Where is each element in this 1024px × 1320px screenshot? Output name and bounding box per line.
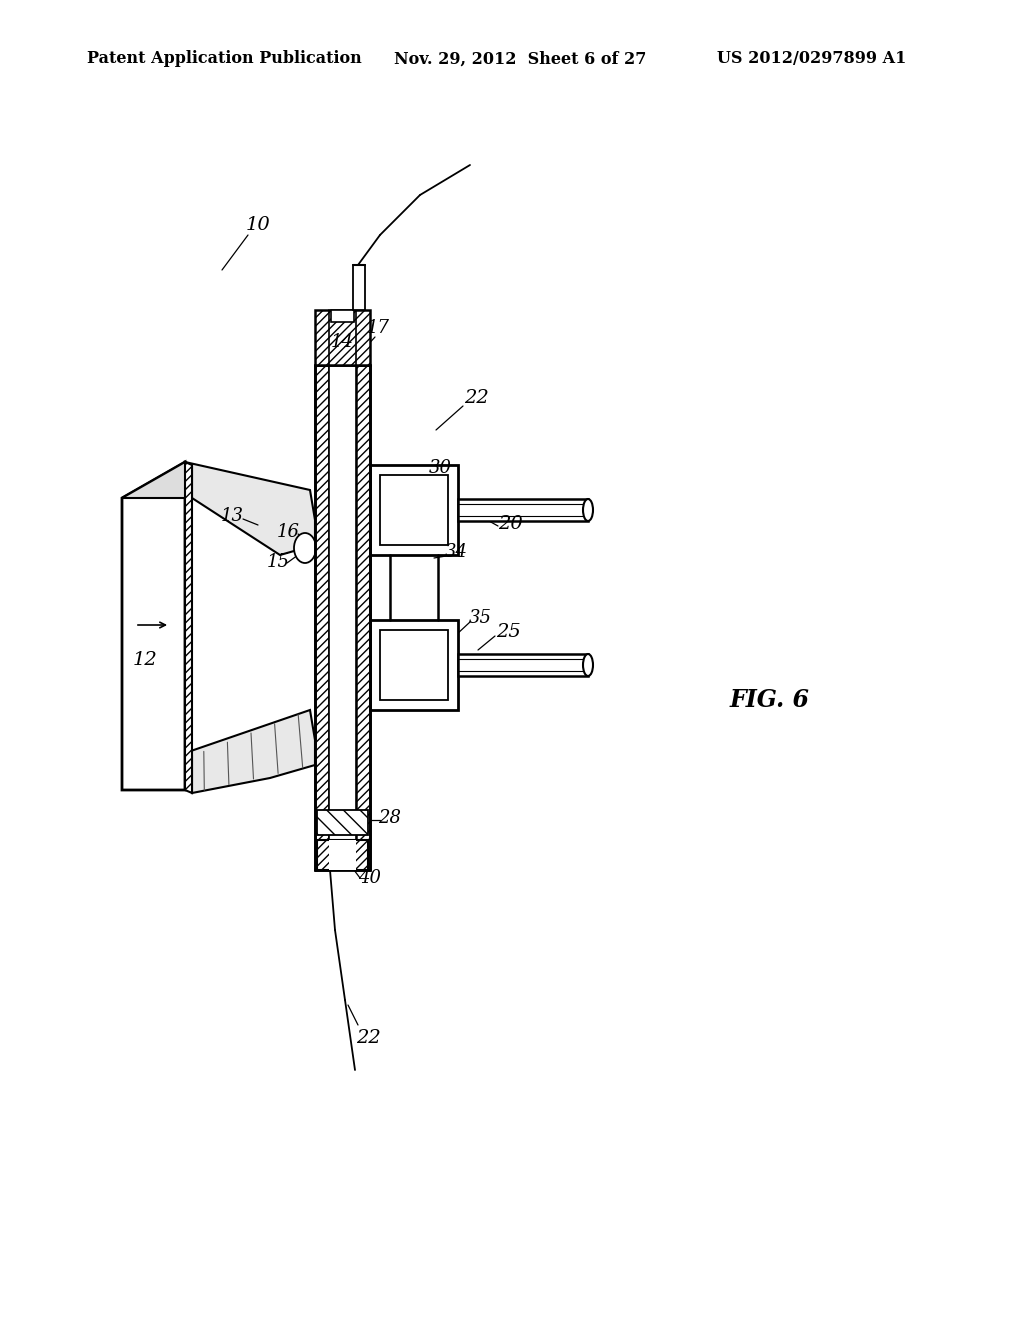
Ellipse shape (294, 533, 316, 564)
Polygon shape (185, 462, 315, 554)
Bar (380, 630, 449, 700)
Bar (380, 475, 449, 545)
Text: 35: 35 (469, 609, 492, 627)
Text: 10: 10 (246, 216, 270, 234)
Bar (458, 499, 588, 521)
Ellipse shape (583, 499, 593, 521)
Text: 30: 30 (428, 459, 452, 477)
Bar (356, 366, 370, 870)
Text: 13: 13 (220, 507, 244, 525)
Bar (331, 310, 354, 322)
Text: 20: 20 (498, 515, 522, 533)
Text: US 2012/0297899 A1: US 2012/0297899 A1 (717, 50, 906, 67)
Text: Nov. 29, 2012  Sheet 6 of 27: Nov. 29, 2012 Sheet 6 of 27 (394, 50, 646, 67)
Text: 22: 22 (464, 389, 488, 407)
Bar (315, 366, 329, 870)
Text: 40: 40 (358, 869, 382, 887)
Text: 22: 22 (355, 1030, 380, 1047)
Bar (370, 465, 458, 554)
Text: 15: 15 (266, 553, 290, 572)
Text: FIG. 6: FIG. 6 (730, 688, 810, 711)
Text: 34: 34 (444, 543, 468, 561)
Bar (353, 265, 365, 310)
Bar (370, 620, 458, 710)
Ellipse shape (583, 653, 593, 676)
Bar (317, 840, 368, 870)
Bar (329, 840, 356, 870)
Bar (458, 653, 588, 676)
Text: 16: 16 (276, 523, 299, 541)
Text: 14: 14 (331, 333, 353, 351)
Text: Patent Application Publication: Patent Application Publication (87, 50, 361, 67)
Polygon shape (122, 462, 185, 789)
Bar (315, 310, 370, 366)
Bar (317, 810, 368, 836)
Polygon shape (122, 462, 193, 498)
Text: 17: 17 (367, 319, 389, 337)
Text: 12: 12 (133, 651, 158, 669)
Text: 25: 25 (496, 623, 520, 642)
Polygon shape (185, 710, 315, 793)
Bar (329, 366, 356, 870)
Text: 28: 28 (379, 809, 401, 828)
Polygon shape (185, 462, 193, 793)
